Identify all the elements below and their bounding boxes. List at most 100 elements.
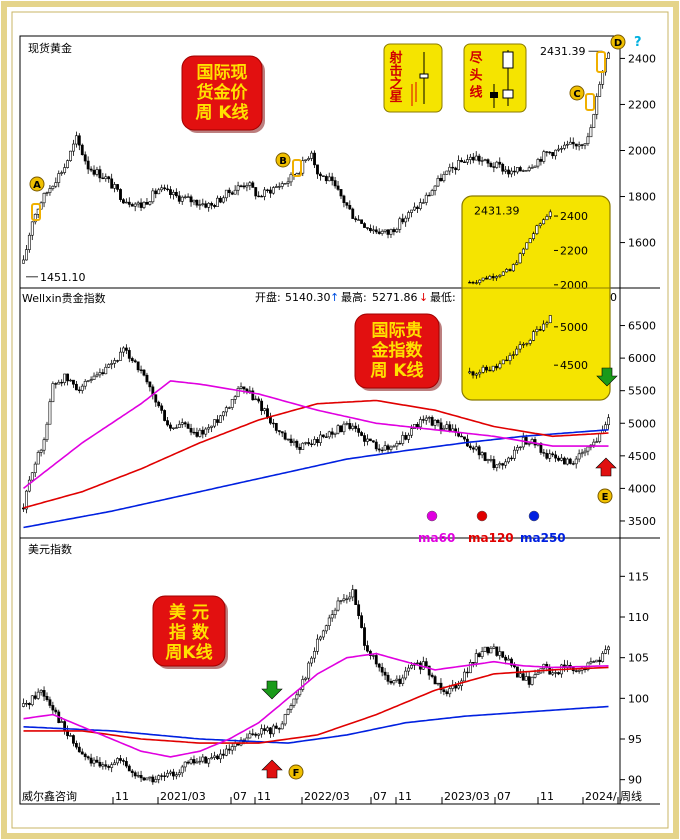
candle-body-index-47: [160, 405, 164, 411]
candle-body-index-32: [116, 360, 119, 362]
candle-body-dxy-160: [492, 646, 496, 649]
y-tick-label-gold-1: 1800: [628, 191, 656, 204]
y-tick-label-index-3: 5000: [628, 417, 656, 430]
candle-body-index-98: [310, 443, 314, 445]
candle-body-index-165: [507, 457, 510, 463]
candle-body-dxy-125: [389, 681, 393, 684]
marker-A: A: [29, 176, 45, 192]
candle-body-gold-69: [224, 189, 228, 199]
candle-body-index-34: [122, 347, 125, 353]
candle-body-index-172: [527, 443, 531, 445]
candle-body-index-5: [36, 452, 40, 465]
inset-body-index-inset-16: [521, 343, 525, 346]
inset-body-gold-inset-22: [542, 219, 546, 225]
inset-body-gold-inset-11: [505, 269, 509, 273]
candle-body-index-103: [324, 436, 328, 438]
candle-body-dxy-108: [339, 600, 343, 602]
inset-high-annotation: 2431.39: [474, 205, 520, 218]
candle-body-gold-154: [474, 155, 478, 161]
candle-body-gold-56: [186, 196, 190, 198]
candle-body-gold-70: [227, 189, 231, 194]
candle-body-dxy-100: [316, 638, 319, 652]
candle-body-dxy-94: [298, 689, 302, 696]
high-label: 最高:: [341, 290, 367, 304]
candle-body-dxy-85: [271, 725, 275, 735]
candle-body-gold-187: [571, 141, 575, 145]
candle-body-dxy-83: [266, 727, 269, 731]
y-tick-label-gold-0: 1600: [628, 237, 656, 250]
legend-ma120: ma120: [468, 510, 514, 545]
inset-body-index-inset-4: [481, 366, 485, 373]
candle-body-index-177: [542, 452, 546, 454]
candle-body-dxy-130: [404, 670, 408, 679]
inset-body-index-inset-13: [511, 354, 515, 356]
candle-body-dxy-61: [201, 756, 205, 762]
candle-body-gold-86: [274, 186, 278, 188]
candle-body-gold-48: [163, 187, 167, 190]
badge-line-gold-0: 国际现: [197, 63, 248, 83]
candle-body-index-180: [551, 453, 555, 456]
candle-body-index-126: [392, 445, 396, 448]
candle-body-dxy-5: [36, 691, 40, 699]
candle-body-dxy-199: [607, 646, 610, 651]
candle-body-gold-120: [374, 229, 378, 233]
badge-line-dxy-0: 美 元: [169, 602, 209, 623]
candle-body-index-102: [321, 434, 325, 438]
candle-body-index-164: [504, 461, 508, 466]
legend-ma60: ma60: [418, 510, 455, 545]
candle-body-dxy-80: [257, 733, 261, 736]
candle-body-index-121: [377, 448, 381, 451]
inset-body-index-inset-17: [525, 343, 529, 345]
candle-body-gold-79: [254, 187, 258, 197]
candle-body-gold-59: [195, 199, 199, 206]
candle-body-gold-137: [424, 194, 428, 203]
candle-body-index-96: [304, 442, 308, 444]
candle-body-gold-175: [536, 159, 540, 167]
candle-body-dxy-126: [392, 680, 396, 684]
candle-body-gold-20: [80, 144, 84, 156]
candle-body-gold-144: [445, 170, 449, 175]
x-tick-label-6: 11: [398, 790, 412, 803]
x-tick-label-2: 07: [233, 790, 247, 803]
candle-body-gold-38: [133, 203, 137, 207]
candle-body-index-149: [460, 435, 463, 438]
candle-body-gold-7: [42, 193, 46, 204]
candle-body-gold-145: [448, 166, 452, 172]
candle-body-dxy-182: [557, 672, 560, 675]
candle-body-gold-130: [404, 217, 408, 223]
candle-body-index-61: [201, 429, 205, 435]
candle-body-index-138: [427, 417, 431, 419]
candle-body-dxy-47: [160, 775, 164, 777]
candle-body-index-59: [195, 432, 199, 437]
candle-body-index-38: [133, 360, 137, 363]
candle-body-dxy-66: [216, 755, 219, 760]
candle-body-gold-129: [401, 218, 405, 223]
candle-body-dxy-154: [474, 653, 478, 664]
panel-title-dxy: 美元指数: [28, 542, 72, 556]
candle-body-gold-166: [510, 170, 513, 175]
candle-body-index-66: [216, 419, 219, 423]
candle-body-dxy-101: [318, 636, 322, 640]
candle-body-index-196: [598, 433, 602, 442]
candle-body-dxy-163: [501, 651, 505, 658]
candle-body-index-186: [568, 458, 572, 464]
candle-body-gold-160: [492, 166, 496, 168]
candle-body-index-11: [54, 383, 58, 385]
candle-body-gold-5: [36, 208, 40, 215]
inset-body-index-inset-24: [548, 315, 552, 324]
candle-body-dxy-195: [595, 659, 599, 663]
candle-body-dxy-50: [169, 771, 172, 774]
legend-label-ma250: ma250: [520, 531, 566, 545]
candle-body-gold-35: [124, 201, 128, 204]
candle-body-gold-178: [545, 151, 549, 153]
candle-body-dxy-54: [180, 766, 184, 774]
candle-body-gold-142: [439, 177, 443, 182]
x-tick-label-1: 2021/03: [160, 790, 206, 803]
candle-body-gold-190: [580, 144, 584, 146]
legend-ma250: ma250: [520, 510, 566, 545]
inset-tick-label-index-inset-1: 5000: [560, 321, 588, 334]
candle-body-index-159: [489, 459, 493, 461]
candle-body-gold-179: [548, 151, 552, 154]
candle-body-index-189: [577, 453, 581, 460]
candle-body-dxy-29: [107, 766, 111, 768]
